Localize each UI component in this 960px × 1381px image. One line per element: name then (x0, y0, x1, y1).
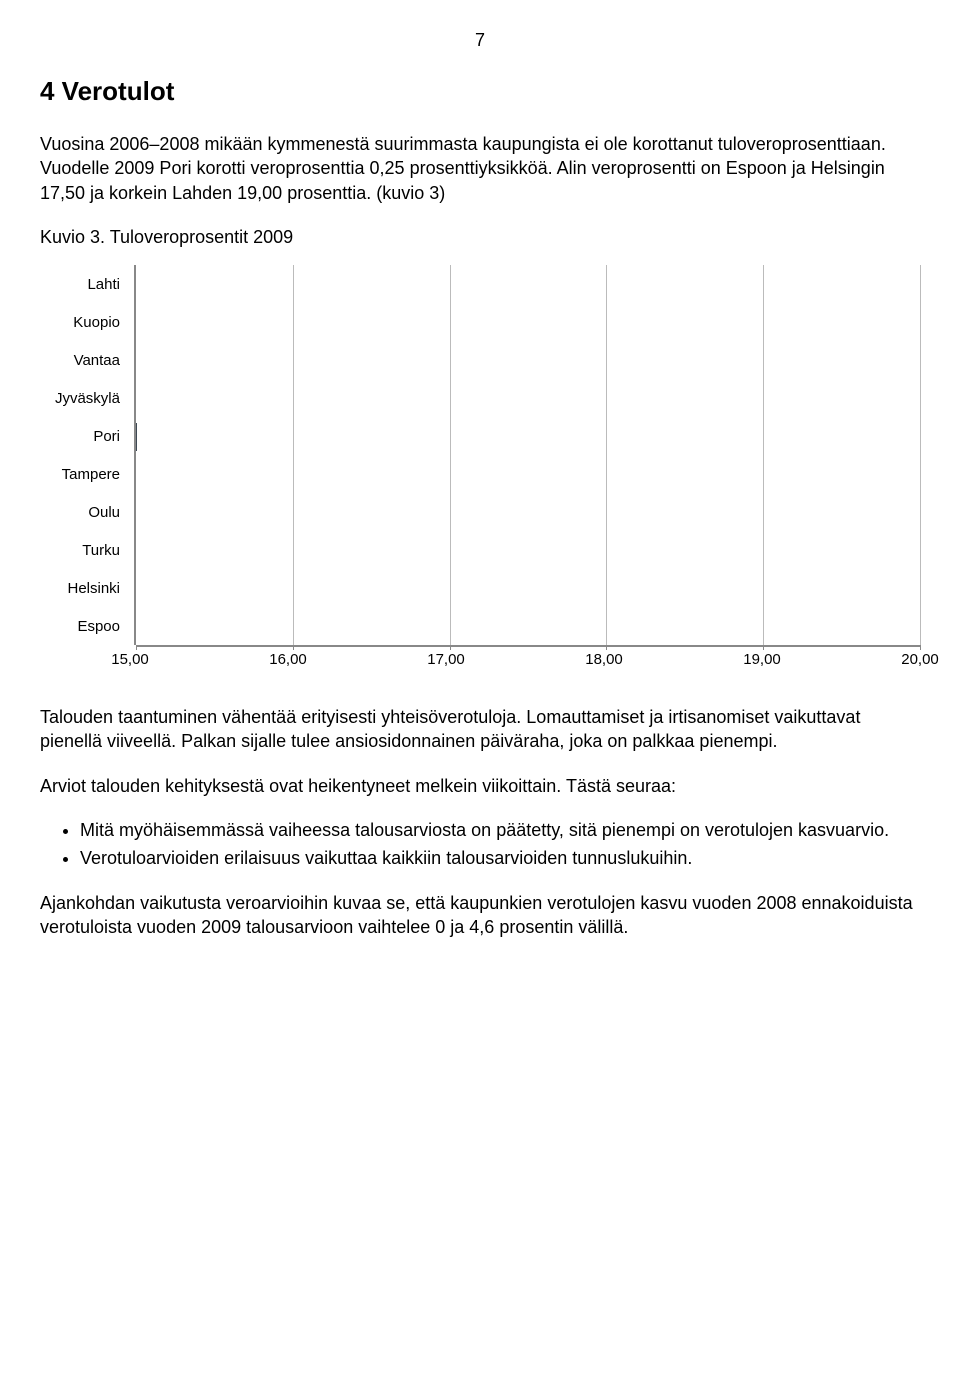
y-axis-label: Oulu (40, 493, 124, 531)
chart-bar-row (136, 423, 137, 449)
x-axis-label: 19,00 (743, 651, 781, 668)
x-axis-labels: 15,0016,0017,0018,0019,0020,00 (130, 651, 920, 675)
bullet-item: Verotuloarvioiden erilaisuus vaikuttaa k… (80, 846, 920, 870)
chart-container: LahtiKuopioVantaaJyväskyläPoriTampereOul… (40, 265, 920, 675)
y-axis-label: Pori (40, 417, 124, 455)
x-axis-label: 16,00 (269, 651, 307, 668)
paragraph-4: Ajankohdan vaikutusta veroarvioihin kuva… (40, 891, 920, 940)
chart-bar-highlight (136, 423, 137, 451)
x-axis-label: 20,00 (901, 651, 939, 668)
bar-chart: LahtiKuopioVantaaJyväskyläPoriTampereOul… (40, 265, 920, 647)
page-number: 7 (40, 30, 920, 51)
y-axis-label: Espoo (40, 607, 124, 645)
bullet-list: Mitä myöhäisemmässä vaiheessa talousarvi… (40, 818, 920, 871)
paragraph-2: Talouden taantuminen vähentää erityisest… (40, 705, 920, 754)
y-axis-label: Kuopio (40, 303, 124, 341)
y-axis-labels: LahtiKuopioVantaaJyväskyläPoriTampereOul… (40, 265, 136, 645)
section-heading: 4 Verotulot (40, 76, 920, 107)
chart-plot-area (136, 265, 920, 647)
x-axis-label: 17,00 (427, 651, 465, 668)
chart-title: Kuvio 3. Tuloveroprosentit 2009 (40, 225, 920, 249)
y-axis-label: Vantaa (40, 341, 124, 379)
y-axis-label: Turku (40, 531, 124, 569)
y-axis-label: Jyväskylä (40, 379, 124, 417)
paragraph-3: Arviot talouden kehityksestä ovat heiken… (40, 774, 920, 798)
paragraph-1: Vuosina 2006–2008 mikään kymmenestä suur… (40, 132, 920, 205)
y-axis-label: Lahti (40, 265, 124, 303)
y-axis-label: Helsinki (40, 569, 124, 607)
bullet-item: Mitä myöhäisemmässä vaiheessa talousarvi… (80, 818, 920, 842)
x-axis-label: 15,00 (111, 651, 149, 668)
x-axis-label: 18,00 (585, 651, 623, 668)
chart-bars (136, 265, 920, 645)
y-axis-label: Tampere (40, 455, 124, 493)
